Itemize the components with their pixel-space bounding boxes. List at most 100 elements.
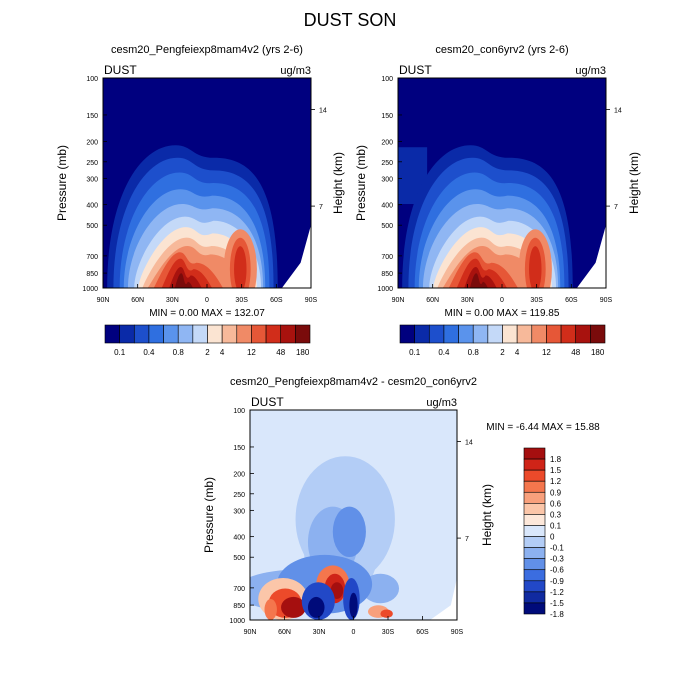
contour-fill <box>349 592 358 618</box>
x-tick-label: 30N <box>166 297 179 304</box>
colorbar-label: 0.8 <box>468 348 480 357</box>
y-tick-label: 1000 <box>229 618 245 625</box>
colorbar-swatch <box>523 503 546 515</box>
colorbar-swatch <box>575 324 591 344</box>
variable-label: DUST <box>399 63 432 77</box>
y-tick-label: 850 <box>86 271 98 278</box>
x-tick-label: 60N <box>131 297 144 304</box>
colorbar-label: 1.5 <box>550 466 562 475</box>
contour-fill <box>332 506 366 557</box>
colorbar-swatch <box>104 324 120 344</box>
colorbar-label: -1.2 <box>550 588 564 597</box>
y-tick-label: 150 <box>86 113 98 120</box>
contour-fill <box>452 258 511 288</box>
y2-tick-label: 14 <box>319 108 327 115</box>
colorbar: 1.8 1.5 1.2 0.9 0.6 0.3 0.1 0 -0.1 -0.3 -0.6 -0.9 -1… <box>523 447 564 619</box>
colorbar-label: 0 <box>550 533 555 542</box>
y-tick-label: 400 <box>86 203 98 210</box>
colorbar-label: 48 <box>571 348 580 357</box>
y-tick-label: 500 <box>233 555 245 562</box>
colorbar-label: 2 <box>205 348 210 357</box>
y-tick-label: 200 <box>233 471 245 478</box>
x-tick-label: 30N <box>461 297 474 304</box>
y-axis-label: Pressure (mb) <box>55 145 69 221</box>
colorbar-swatch <box>546 324 562 344</box>
colorbar-swatch <box>523 447 546 460</box>
units-label: ug/m3 <box>426 397 457 409</box>
y-tick-label: 150 <box>381 113 393 120</box>
y-tick-label: 850 <box>381 271 393 278</box>
x-tick-label: 90S <box>600 297 613 304</box>
colorbar-swatch <box>523 547 546 559</box>
panel-1: DUST ug/m3 cesm20_Pengfeiexp8mam4v2 (yrs 2… <box>55 44 345 304</box>
y-tick-label: 200 <box>86 139 98 146</box>
y2-axis-label: Height (km) <box>331 152 345 214</box>
contour-fill <box>234 246 247 288</box>
colorbar-swatch <box>221 324 238 344</box>
colorbar-swatch <box>523 569 546 582</box>
colorbar-label: 12 <box>247 348 256 357</box>
colorbar-label: 1.2 <box>550 477 562 486</box>
colorbar-label: 2 <box>500 348 505 357</box>
contour-fill <box>169 273 199 288</box>
colorbar-swatch <box>523 458 546 471</box>
colorbar-swatch <box>207 324 223 344</box>
colorbar-swatch <box>523 602 546 615</box>
x-tick-label: 0 <box>352 629 356 636</box>
panel-title: cesm20_Pengfeiexp8mam4v2 (yrs 2-6) <box>111 44 303 56</box>
colorbar-label: -0.1 <box>550 544 564 553</box>
x-tick-label: 60N <box>426 297 439 304</box>
colorbar-swatch <box>399 324 415 344</box>
x-tick-label: 30S <box>235 297 248 304</box>
x-tick-label: 30S <box>530 297 543 304</box>
stats-text: MIN = 0.00 MAX = 119.85 <box>445 308 560 319</box>
y-tick-label: 100 <box>233 408 245 415</box>
y2-axis-label: Height (km) <box>480 484 494 546</box>
x-tick-label: 60N <box>278 629 291 636</box>
colorbar-label: 0.1 <box>114 348 126 357</box>
colorbar-swatch <box>192 324 208 344</box>
units-label: ug/m3 <box>280 65 311 77</box>
colorbar-label: 4 <box>220 348 225 357</box>
x-tick-label: 30N <box>313 629 326 636</box>
y2-tick-label: 14 <box>614 108 622 115</box>
colorbar-swatch <box>516 324 533 344</box>
colorbar: 0.1 0.4 0.8 2 4 12 48 180 <box>104 324 311 357</box>
stats-text: MIN = 0.00 MAX = 132.07 <box>149 308 265 319</box>
y-tick-label: 250 <box>381 160 393 167</box>
colorbar-swatch <box>523 536 546 548</box>
colorbar-label: 0.3 <box>550 510 562 519</box>
colorbar-swatch <box>502 324 518 344</box>
colorbar-swatch <box>119 324 135 344</box>
y-tick-label: 300 <box>86 176 98 183</box>
contour-field <box>103 78 311 288</box>
colorbar-label: 0.9 <box>550 488 562 497</box>
missing-data <box>430 578 457 620</box>
colorbar-swatch <box>148 324 164 344</box>
colorbar-label: 0.4 <box>143 348 155 357</box>
variable-label: DUST <box>104 63 137 77</box>
x-tick-label: 30S <box>382 629 395 636</box>
x-tick-label: 90N <box>392 297 405 304</box>
stats-text: MIN = -6.44 MAX = 15.88 <box>486 422 600 433</box>
units-label: ug/m3 <box>575 65 606 77</box>
colorbar: 0.1 0.4 0.8 2 4 12 48 180 <box>399 324 606 357</box>
colorbar-swatch <box>523 580 546 593</box>
y-tick-label: 500 <box>381 223 393 230</box>
y-tick-label: 100 <box>381 76 393 83</box>
y-tick-label: 200 <box>381 139 393 146</box>
colorbar-swatch <box>523 525 546 537</box>
x-tick-label: 90N <box>244 629 257 636</box>
y-tick-label: 1000 <box>82 286 98 293</box>
colorbar-swatch <box>523 469 546 482</box>
contour-fill <box>464 273 494 288</box>
x-tick-label: 60S <box>416 629 429 636</box>
colorbar-label: 48 <box>276 348 285 357</box>
y2-axis-label: Height (km) <box>627 152 641 214</box>
colorbar-swatch <box>414 324 430 344</box>
colorbar-swatch <box>523 514 546 526</box>
colorbar-swatch <box>560 324 577 344</box>
y-tick-label: 700 <box>86 254 98 261</box>
y-axis-label: Pressure (mb) <box>354 145 368 221</box>
colorbar-swatch <box>487 324 503 344</box>
